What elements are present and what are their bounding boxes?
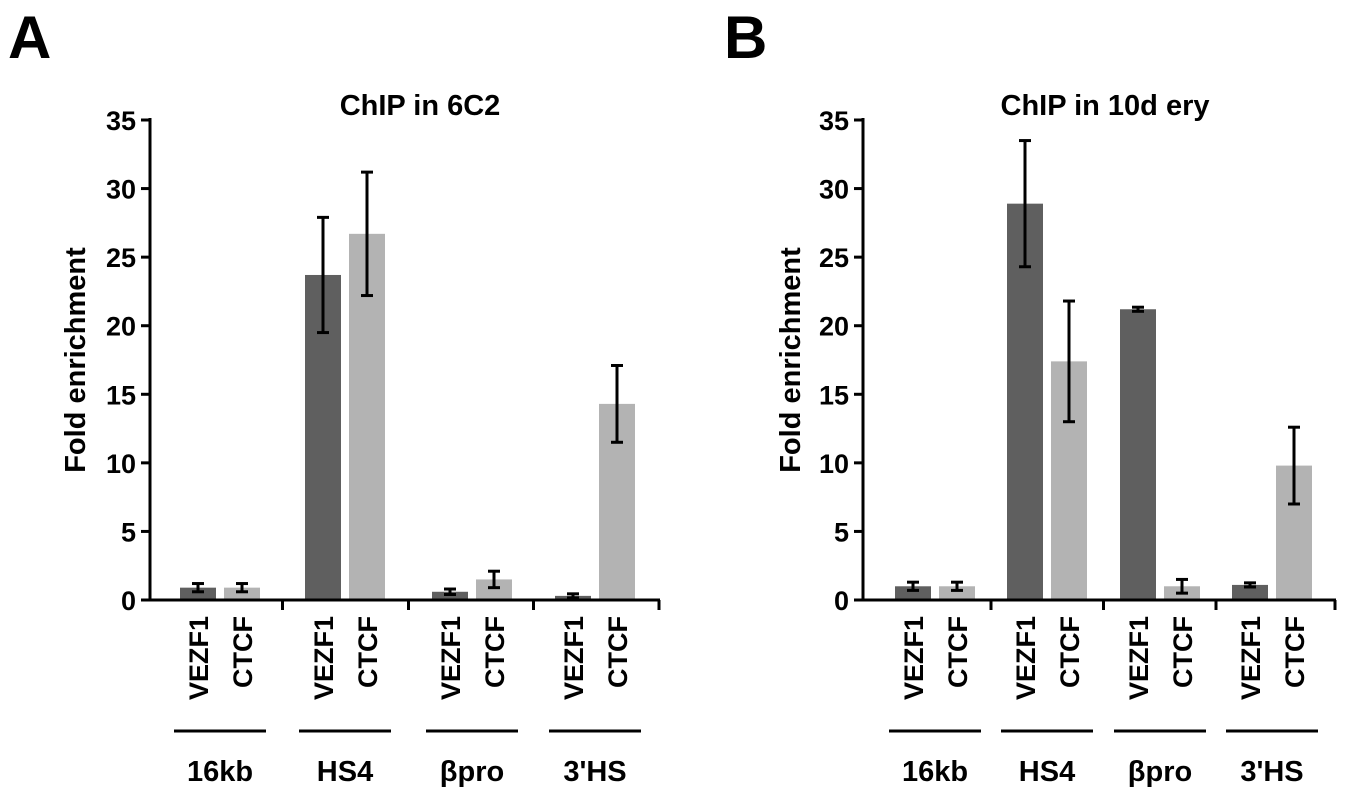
error-bar: [907, 580, 919, 592]
y-tick-label: 20: [106, 312, 136, 342]
y-tick-label: 10: [819, 449, 849, 479]
y-tick-label: 25: [819, 243, 849, 273]
y-tick-label: 35: [819, 106, 849, 136]
y-tick-label: 5: [834, 517, 849, 547]
series-label: CTCF: [943, 616, 973, 688]
bar-vezf1-3: [1232, 584, 1268, 600]
group-label: βpro: [1128, 756, 1192, 788]
series-label: VEZF1: [1236, 616, 1266, 700]
error-bar: [567, 592, 579, 600]
error-bar: [361, 170, 373, 298]
series-label: CTCF: [353, 616, 383, 688]
bar-vezf1-0: [180, 587, 216, 600]
series-label: VEZF1: [559, 616, 589, 700]
series-label: CTCF: [603, 616, 633, 688]
panel-a: A ChIP in 6C2 Fold enrichment VEZF1 CTCF 1…: [8, 4, 661, 788]
error-bar: [1176, 577, 1188, 595]
error-bar: [1132, 305, 1144, 313]
panel-letter-a: A: [8, 4, 51, 71]
group-label: βpro: [440, 756, 504, 788]
chart-title: ChIP in 10d ery: [1001, 90, 1210, 122]
group-label: HS4: [317, 756, 373, 788]
series-label: CTCF: [480, 616, 510, 688]
y-tick-label: 0: [834, 586, 849, 616]
error-bar: [611, 363, 623, 444]
group-label: 16kb: [902, 756, 968, 788]
group-label: 3'HS: [563, 756, 626, 788]
bar-vezf1-1: [1007, 203, 1043, 600]
error-bar: [236, 582, 248, 594]
y-tick-label: 10: [106, 449, 136, 479]
series-label: VEZF1: [899, 616, 929, 700]
panel-b: B ChIP in 10d ery Fold enrichment VEZF1 C…: [724, 4, 1337, 788]
y-tick-label: 20: [819, 312, 849, 342]
error-bar: [1019, 139, 1031, 269]
chart-title: ChIP in 6C2: [340, 90, 501, 122]
y-tick-label: 25: [106, 243, 136, 273]
bar-ctcf-0: [939, 586, 975, 600]
bar-vezf1-2: [1120, 309, 1156, 600]
bar-ctcf-2: [476, 579, 512, 600]
y-tick-label: 5: [121, 517, 136, 547]
plot-area: VEZF1 CTCF 16kb VEZF1 CTCF HS4 VEZF1 CTCF βpro VE…: [819, 106, 1337, 788]
y-tick-label: 30: [106, 175, 136, 205]
error-bar: [1288, 425, 1300, 506]
group-label: 3'HS: [1240, 756, 1303, 788]
group-label: HS4: [1019, 756, 1075, 788]
y-axis-label: Fold enrichment: [775, 247, 807, 473]
error-bar: [951, 580, 963, 592]
series-label: CTCF: [1055, 616, 1085, 688]
bar-vezf1-0: [895, 586, 931, 600]
series-label: VEZF1: [1011, 616, 1041, 700]
error-bar: [317, 215, 329, 335]
y-tick-label: 35: [106, 106, 136, 136]
error-bar: [444, 587, 456, 597]
error-bar: [192, 582, 204, 594]
bar-ctcf-0: [224, 587, 260, 600]
series-label: VEZF1: [1124, 616, 1154, 700]
plot-area: VEZF1 CTCF 16kb VEZF1 CTCF HS4 VEZF1 CTCF βpro VE…: [106, 106, 661, 788]
error-bar: [1244, 581, 1256, 589]
series-label: CTCF: [1280, 616, 1310, 688]
group-label: 16kb: [187, 756, 253, 788]
error-bar: [1063, 299, 1075, 424]
y-axis-label: Fold enrichment: [60, 247, 92, 473]
panel-letter-b: B: [724, 4, 767, 71]
series-label: VEZF1: [184, 616, 214, 700]
y-tick-label: 15: [819, 380, 849, 410]
series-label: VEZF1: [436, 616, 466, 700]
y-tick-label: 30: [819, 175, 849, 205]
y-tick-label: 15: [106, 380, 136, 410]
series-label: CTCF: [1168, 616, 1198, 688]
series-label: CTCF: [228, 616, 258, 688]
error-bar: [488, 569, 500, 590]
y-tick-label: 0: [121, 586, 136, 616]
series-label: VEZF1: [309, 616, 339, 700]
